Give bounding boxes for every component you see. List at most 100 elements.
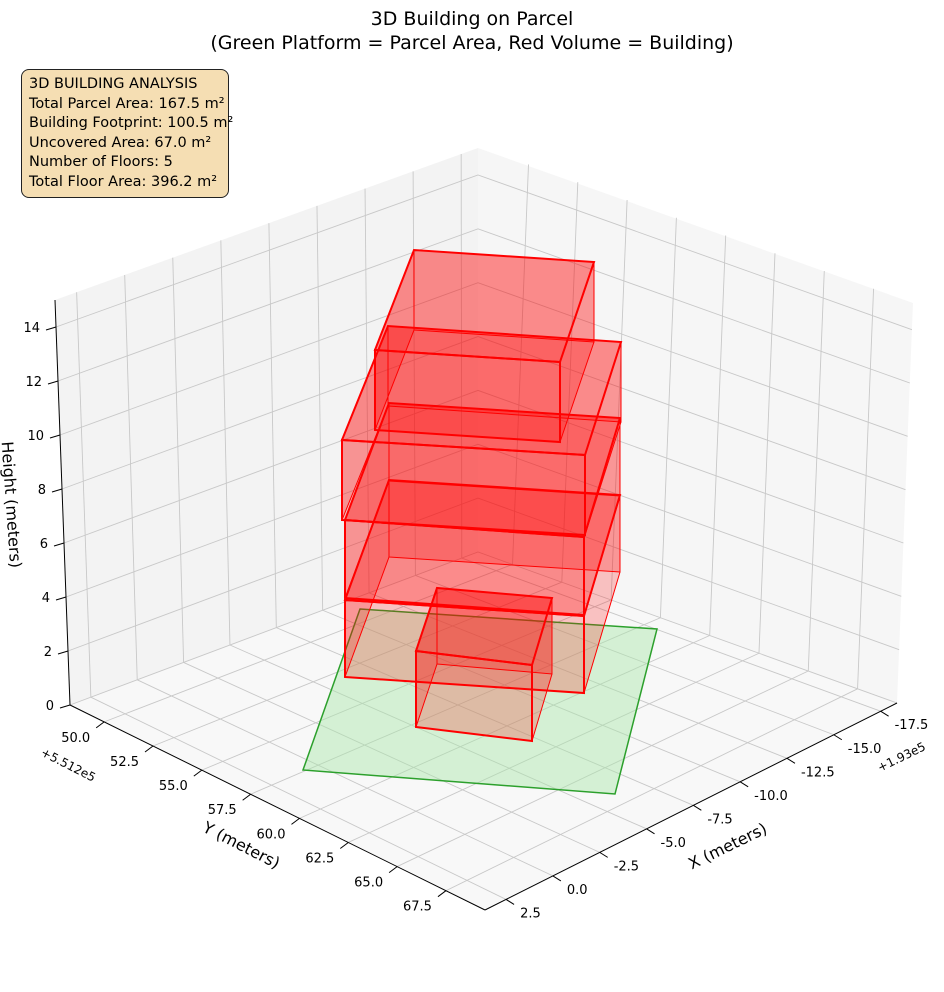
x-tick-label: -17.5 (895, 718, 929, 733)
y-tick-label: 55.0 (159, 779, 188, 794)
y-tick-label: 57.5 (208, 803, 237, 818)
x-tick-mark (739, 781, 749, 788)
floor-4 (340, 324, 623, 537)
z-tick-label: 4 (42, 591, 50, 606)
z-tick-label: 0 (46, 699, 54, 714)
z-tick-mark (53, 542, 65, 547)
x-tick-mark (505, 898, 515, 905)
floor-face (373, 248, 596, 364)
x-tick-label: -5.0 (661, 836, 686, 851)
x-grid-line (183, 661, 600, 853)
x-axis-line (484, 702, 898, 911)
z-tick-label: 6 (40, 537, 48, 552)
z-grid-line (67, 497, 900, 652)
x-tick-mark (552, 875, 562, 882)
y-grid-line-vertical (610, 199, 628, 600)
y-tick-mark (291, 817, 300, 825)
x-grid-line (461, 557, 881, 712)
x-grid-line-vertical (316, 205, 324, 611)
info-line-uncovered: Uncovered Area: 67.0 m² (29, 134, 212, 151)
y-tick-mark (339, 842, 349, 849)
left-back-pane (55, 148, 478, 705)
z-tick-mark (47, 380, 59, 385)
y-tick-label: 62.5 (305, 851, 334, 866)
z-tick-mark (45, 326, 57, 331)
y-grid-line (104, 564, 513, 723)
building-volume (340, 248, 623, 743)
axes-panes (55, 148, 913, 910)
x-tick-label: 2.5 (520, 906, 541, 921)
z-grid-line (55, 174, 913, 331)
y-grid-line (250, 617, 661, 795)
chart-subtitle: (Green Platform = Parcel Area, Red Volum… (210, 32, 733, 54)
analysis-info-box: 3D BUILDING ANALYSIS Total Parcel Area: … (21, 69, 234, 198)
y-grid-line-vertical (709, 235, 727, 636)
x-tick-label: 0.0 (567, 883, 588, 898)
y-tick-label: 67.5 (403, 900, 432, 915)
x-grid-line (415, 575, 834, 736)
x-tick-label: -12.5 (801, 765, 835, 780)
tick-labels: 0 2 4 6 8 10 12 14 50.0 52.5 55.0 57.5 60.0 62.5 65.0 6… (23, 321, 928, 921)
y-tick-label: 52.5 (110, 755, 139, 770)
x-tick-mark (833, 734, 843, 741)
y-tick-mark (437, 890, 447, 898)
x-tick-mark (693, 804, 702, 811)
y-tick-mark (193, 769, 203, 777)
x-grid-line (90, 696, 507, 900)
x-grid-line-vertical (76, 292, 92, 698)
y-axis-label: Y (meters) (199, 817, 283, 872)
x-grid-line-vertical (364, 188, 370, 593)
x-axis-offset: +1.93e5 (875, 739, 928, 774)
z-grid-line (57, 228, 910, 384)
x-tick-label: -7.5 (707, 812, 732, 827)
z-grid-line (65, 443, 902, 598)
x-grid-line (229, 644, 647, 830)
z-tick-label: 12 (25, 375, 42, 390)
z-tick-label: 8 (38, 483, 46, 498)
y-tick-mark (242, 793, 251, 801)
y-grid-line-vertical (807, 271, 825, 672)
x-tick-label: -10.0 (754, 789, 788, 804)
y-grid-line-vertical (758, 253, 776, 654)
info-line-floors: Number of Floors: 5 (29, 154, 173, 170)
floor-3 (343, 401, 622, 617)
z-tick-mark (49, 434, 61, 439)
x-grid-line-vertical (268, 223, 277, 628)
right-back-pane (478, 148, 913, 703)
floor-face (374, 348, 561, 444)
chart-title: 3D Building on Parcel (371, 8, 574, 30)
info-line-footprint: Building Footprint: 100.5 m² (29, 115, 234, 131)
grid-lines (55, 154, 913, 900)
y-axis-offset: +5.512e5 (39, 745, 98, 784)
y-grid-line (299, 635, 710, 819)
info-heading: 3D BUILDING ANALYSIS (29, 76, 198, 92)
x-grid-line-vertical (220, 240, 231, 646)
x-tick-mark (786, 757, 796, 764)
y-grid-line-vertical (857, 288, 875, 689)
x-grid-line-vertical (412, 171, 416, 576)
x-tick-mark (880, 710, 889, 717)
info-line-floor-area: Total Floor Area: 396.2 m² (29, 173, 218, 190)
y-grid-line (445, 688, 858, 892)
z-grid-line (69, 551, 898, 706)
x-grid-line-vertical (172, 257, 185, 663)
y-grid-line-vertical (659, 217, 677, 618)
y-grid-line-vertical (512, 164, 529, 565)
z-tick-mark (51, 488, 63, 493)
y-tick-mark (95, 721, 105, 729)
info-line-parcel-area: Total Parcel Area: 167.5 m² (29, 95, 225, 112)
parcel-platform (301, 608, 658, 795)
y-grid-line (396, 670, 809, 867)
y-tick-label: 60.0 (257, 827, 286, 842)
y-tick-label: 50.0 (61, 731, 90, 746)
floor-face (340, 324, 623, 457)
y-grid-line-vertical (561, 182, 579, 583)
z-grid-line (63, 389, 904, 544)
z-grid-line (61, 336, 906, 491)
z-axis-label: Height (meters) (0, 441, 25, 569)
floor-1 (414, 586, 554, 743)
y-tick-mark (388, 866, 398, 873)
z-tick-label: 14 (23, 321, 40, 336)
z-tick-label: 2 (44, 645, 52, 660)
